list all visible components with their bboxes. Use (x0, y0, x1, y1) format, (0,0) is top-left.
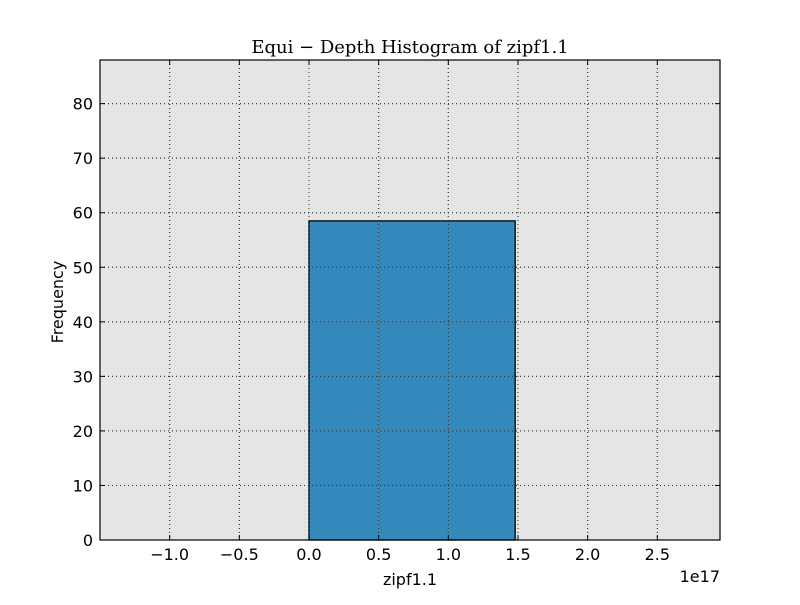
y-tick-label: 40 (73, 313, 93, 332)
x-tick-labels: −1.0 −0.5 0.0 0.5 1.0 1.5 2.0 2.5 (150, 545, 670, 564)
x-tick-label: 0.0 (296, 545, 321, 564)
y-tick-label: 60 (73, 204, 93, 223)
tick-marks (100, 60, 720, 541)
histogram-bar-0 (308, 220, 516, 541)
x-tick-label: 2.5 (645, 545, 670, 564)
x-offset-label: 1e17 (680, 567, 720, 586)
y-tick-label: 20 (73, 422, 93, 441)
chart-title: Equi − Depth Histogram of zipf1.1 (251, 37, 568, 58)
y-tick-label: 0 (83, 531, 93, 550)
x-tick-label: 1.0 (436, 545, 461, 564)
x-tick-label: 1.5 (505, 545, 530, 564)
bars (308, 220, 516, 541)
y-tick-label: 10 (73, 476, 93, 495)
y-tick-labels: 0 10 20 30 40 50 60 70 80 (73, 95, 93, 550)
y-tick-label: 30 (73, 367, 93, 386)
y-tick-label: 50 (73, 258, 93, 277)
x-tick-label: −0.5 (220, 545, 259, 564)
y-axis-label: Frequency (48, 261, 67, 344)
grid-lines-over-bars (100, 60, 720, 541)
y-tick-label: 80 (73, 95, 93, 114)
x-tick-label: −1.0 (150, 545, 189, 564)
x-tick-label: 2.0 (575, 545, 600, 564)
plot-frame (99, 59, 721, 541)
x-tick-label: 0.5 (366, 545, 391, 564)
x-axis-label: zipf1.1 (383, 570, 437, 589)
y-tick-label: 70 (73, 149, 93, 168)
